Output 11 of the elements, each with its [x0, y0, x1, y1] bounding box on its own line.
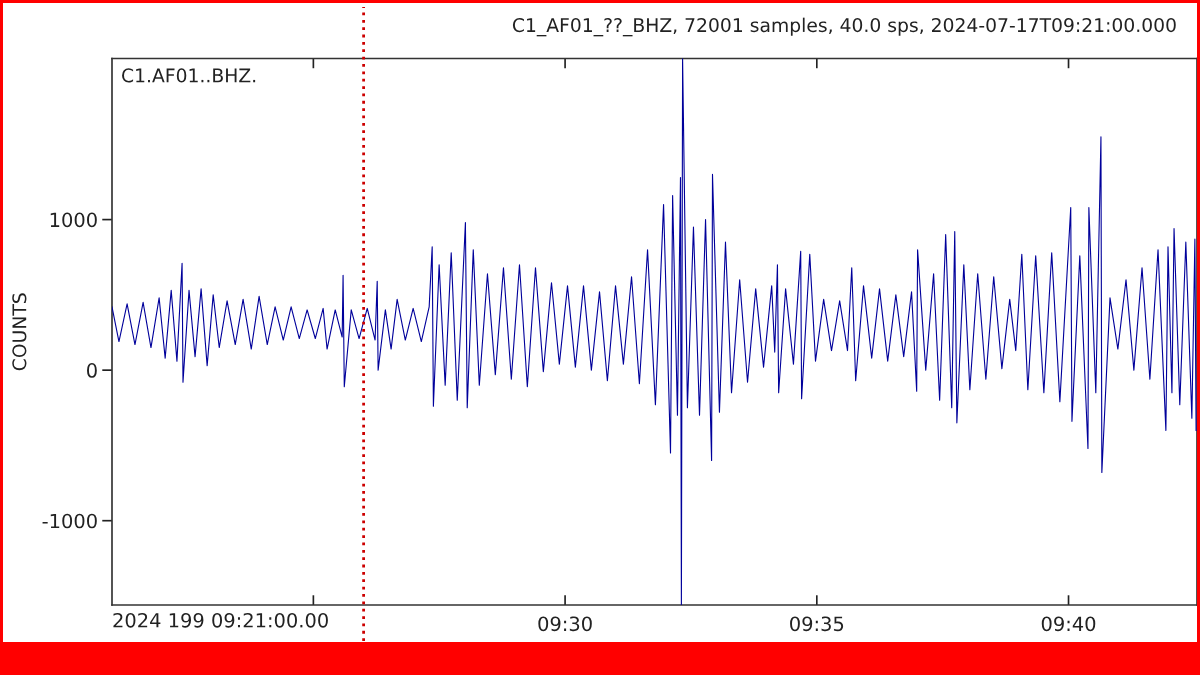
- annotation: C1.AF01..BHZ.: [122, 68, 256, 83]
- x-tick-label: 09:30: [538, 616, 592, 632]
- y-tick-label: 1000: [50, 212, 97, 228]
- x-tick-label: 09:40: [1041, 616, 1096, 632]
- y-tick-label: -1000: [42, 513, 97, 529]
- x-tick-label: 09:35: [790, 616, 844, 632]
- line-series: [112, 58, 1197, 605]
- y-axis-title: COUNTS: [12, 293, 27, 371]
- y-tick-label: 0: [87, 363, 97, 378]
- text: 2024 199 09:21:00.00: [113, 612, 328, 628]
- chart-title: C1_AF01_??_BHZ, 72001 samples, 40.0 sps, 2024-07-17T09:21:00.000: [512, 17, 1176, 37]
